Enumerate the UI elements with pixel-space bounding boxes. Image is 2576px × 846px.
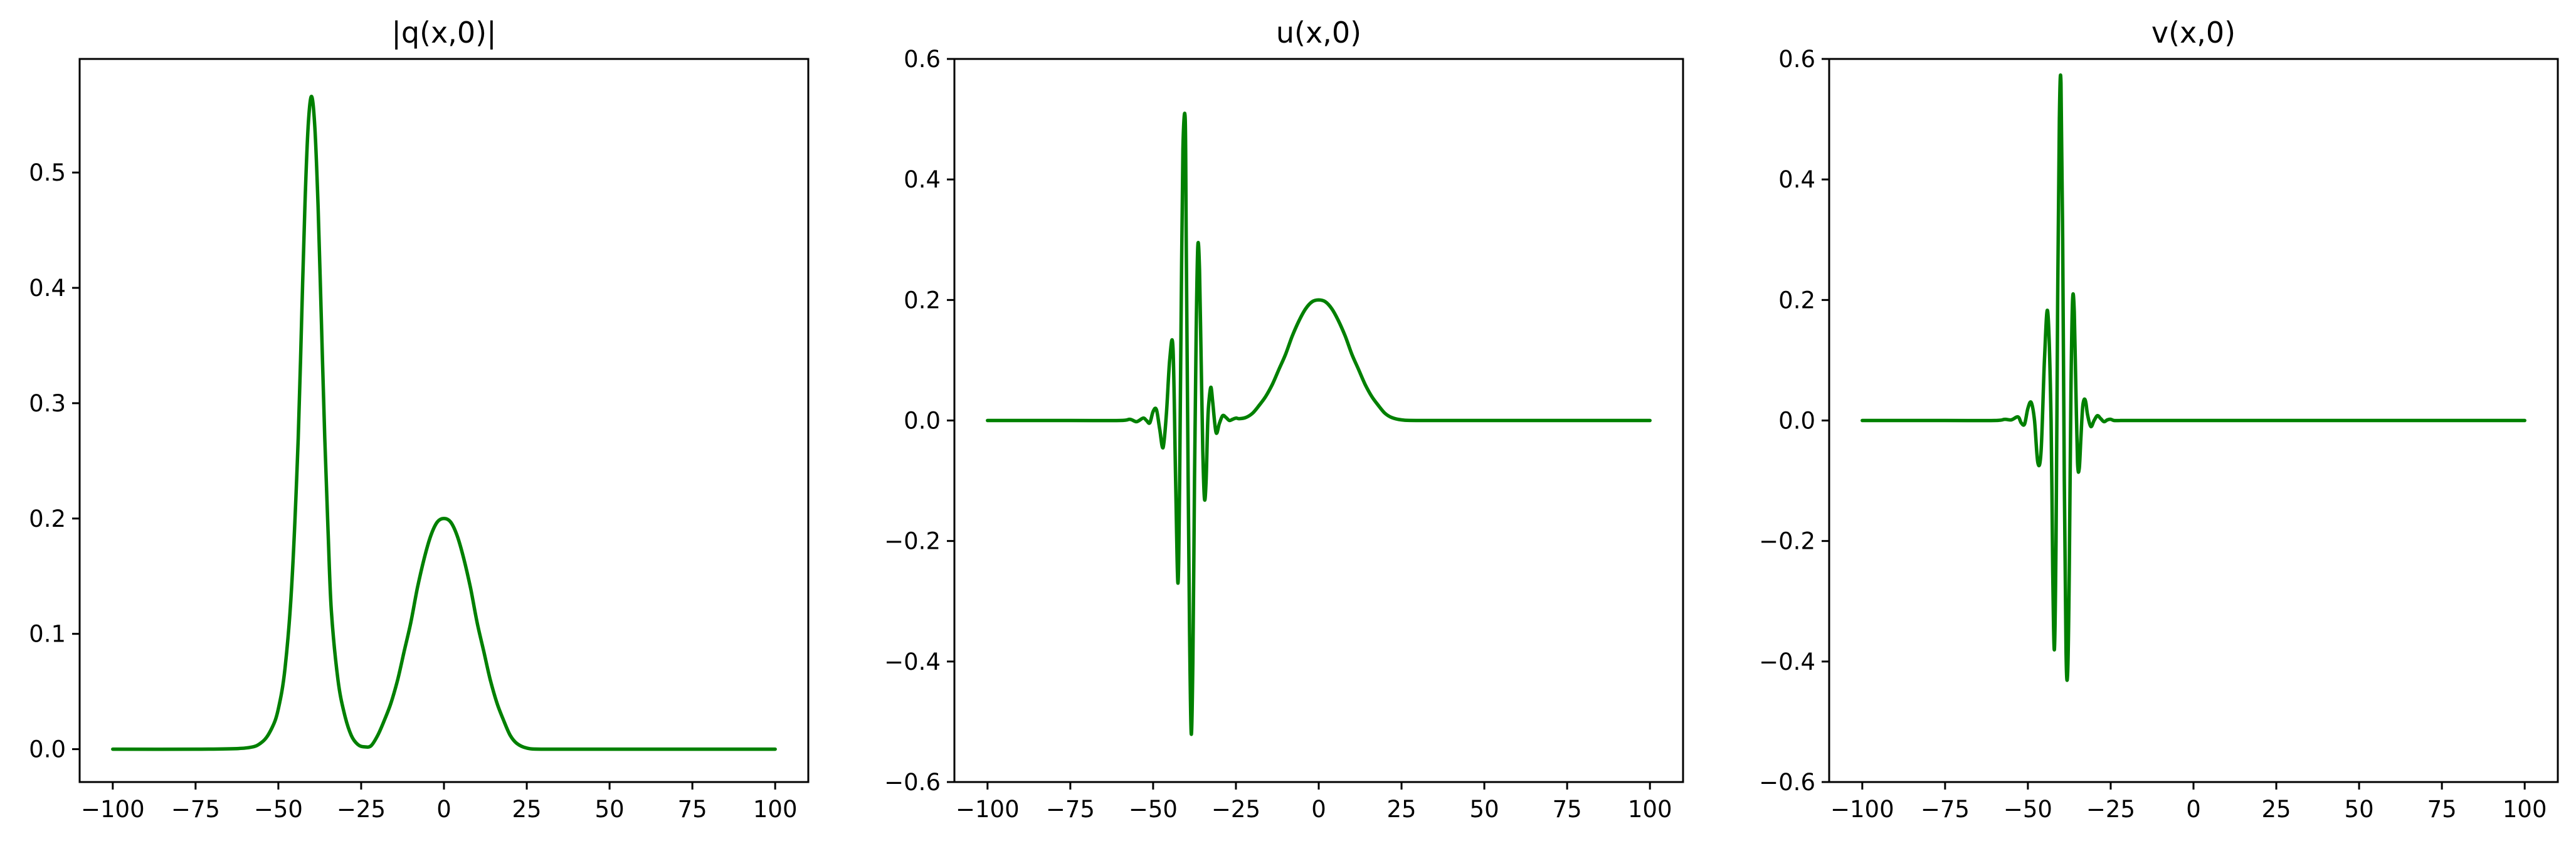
y-tick-label: 0.4	[904, 166, 941, 193]
x-tick-label: −75	[1046, 796, 1095, 823]
y-tick-label: −0.2	[884, 528, 941, 555]
y-axis-ticks: −0.6 −0.4 −0.2 0.0 0.2 0.4 0.6	[1759, 46, 1829, 796]
y-tick-label: 0.2	[29, 505, 66, 532]
panel-title: v(x,0)	[2151, 16, 2236, 50]
y-axis-ticks: 0.0 0.1 0.2 0.3 0.4 0.5	[29, 159, 80, 763]
y-tick-label: 0.4	[1778, 166, 1815, 193]
y-axis-ticks: −0.6 −0.4 −0.2 0.0 0.2 0.4 0.6	[884, 46, 954, 796]
y-tick-label: −0.6	[884, 769, 941, 796]
x-tick-label: 0	[2186, 796, 2201, 823]
y-tick-label: 0.5	[29, 159, 66, 186]
y-tick-label: 0.0	[904, 408, 941, 435]
x-axis-ticks: −100 −75 −50 −25 0 25 50 75 100	[1830, 782, 2547, 823]
panel-v: v(x,0) −0.6−0.4−0.20.00.20.40.6 −100 −75−…	[1759, 16, 2559, 823]
axes-frame	[953, 58, 1684, 783]
x-tick-label: 100	[2503, 796, 2547, 823]
series-line	[1861, 73, 2526, 682]
y-tick-label: −0.4	[884, 648, 941, 675]
x-tick-label: −100	[1830, 796, 1894, 823]
x-tick-label: 50	[2345, 796, 2374, 823]
x-axis-ticks: −100 −75 −50 −25 0 25 50 75 100	[81, 782, 797, 823]
x-tick-label: 100	[1628, 796, 1672, 823]
y-tick-label: 0.4	[29, 275, 66, 302]
axes-frame	[78, 58, 810, 783]
y-tick-label: 0.6	[904, 46, 941, 73]
x-tick-label: 75	[2427, 796, 2457, 823]
y-tick-label: 0.3	[29, 390, 66, 417]
axes-frame	[1828, 58, 2559, 783]
x-tick-label: 25	[1386, 796, 1416, 823]
series-line	[986, 112, 1652, 736]
y-tick-label: 0.0	[1778, 408, 1815, 435]
x-axis-ticks: −100 −75 −50 −25 0 25 50 75 100	[956, 782, 1672, 823]
x-tick-label: −50	[1129, 796, 1178, 823]
panel-u: u(x,0) −0.6−0.4−0.20.00.20.40.6 −100 −75−…	[884, 16, 1684, 823]
x-tick-label: 25	[2261, 796, 2291, 823]
x-tick-label: 100	[753, 796, 798, 823]
x-tick-label: −100	[956, 796, 1020, 823]
x-tick-label: −25	[2086, 796, 2135, 823]
x-tick-label: 50	[595, 796, 625, 823]
y-tick-label: 0.1	[29, 621, 66, 648]
x-tick-label: 0	[1311, 796, 1326, 823]
y-tick-label: 0.2	[1778, 287, 1815, 314]
x-tick-label: 0	[436, 796, 451, 823]
x-tick-label: −50	[254, 796, 303, 823]
y-tick-label: 0.2	[904, 287, 941, 314]
x-tick-label: −50	[2003, 796, 2052, 823]
panel-title: |q(x,0)|	[391, 16, 496, 50]
y-tick-label: 0.0	[29, 736, 66, 763]
y-tick-label: −0.6	[1759, 769, 1815, 796]
panel-title: u(x,0)	[1276, 16, 1361, 50]
x-tick-label: −25	[337, 796, 386, 823]
x-tick-label: 75	[678, 796, 707, 823]
x-tick-label: 75	[1553, 796, 1582, 823]
panel-q-magnitude: |q(x,0)| 0.0 0.1 0.2 0.3 0.4 0.5 −100 −75 −50 −2…	[29, 16, 810, 823]
x-tick-label: −75	[1921, 796, 1970, 823]
x-tick-label: −25	[1211, 796, 1260, 823]
series-line	[111, 95, 777, 751]
y-tick-label: 0.6	[1778, 46, 1815, 73]
y-tick-label: −0.4	[1759, 648, 1815, 675]
y-tick-label: −0.2	[1759, 528, 1815, 555]
x-tick-label: 25	[512, 796, 541, 823]
x-tick-label: −100	[81, 796, 145, 823]
x-tick-label: 50	[1470, 796, 1499, 823]
x-tick-label: −75	[171, 796, 220, 823]
